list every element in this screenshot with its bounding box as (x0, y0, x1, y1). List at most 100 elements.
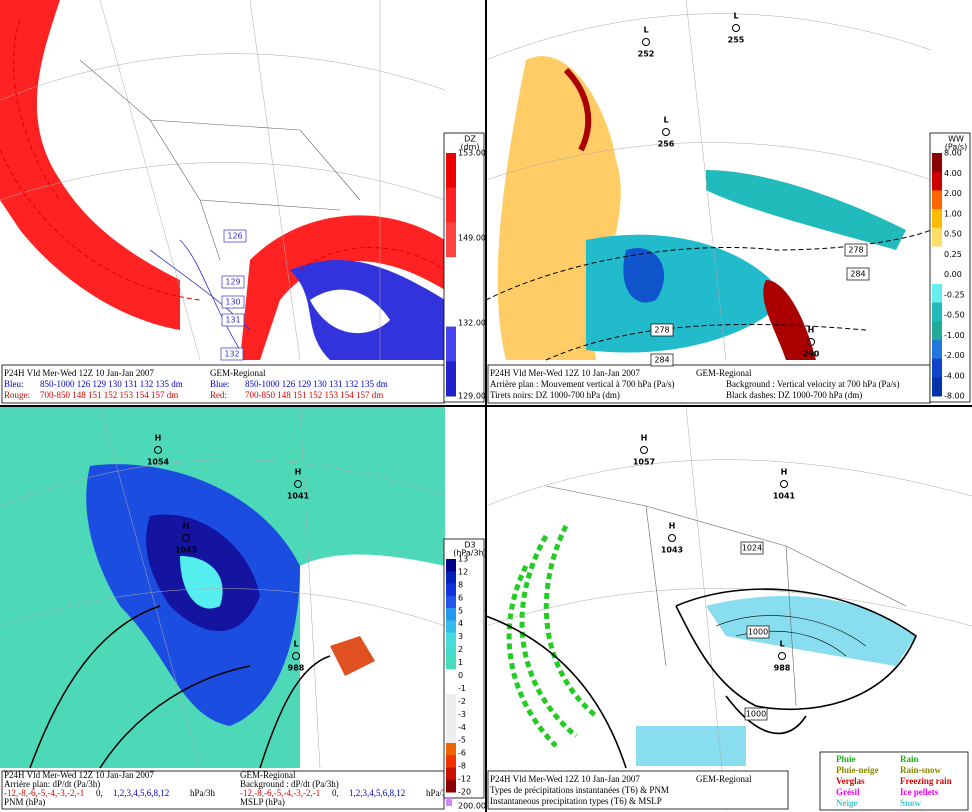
legend-swatch (932, 302, 942, 322)
center-marker (780, 480, 788, 488)
legend-label: Ice pellets (900, 787, 939, 797)
contour-label-box (844, 243, 868, 257)
red-region (0, 0, 180, 330)
legend-label: 12 (458, 567, 468, 576)
map-panel-4 (485, 405, 972, 811)
center-symbol: H (808, 326, 815, 335)
contour-label: 278 (848, 246, 863, 255)
caption-text: 0, (332, 788, 339, 798)
caption-text: Bleu: (4, 379, 24, 389)
legend-label: Neige (836, 798, 858, 808)
legend-label: -3 (458, 710, 466, 719)
red-core (763, 280, 816, 360)
center-marker (154, 446, 162, 454)
orange-region (330, 636, 375, 676)
borders (79, 59, 361, 261)
legend-label: 5 (458, 606, 463, 615)
legend-label: -2.00 (944, 351, 965, 360)
legend-swatch (446, 595, 456, 609)
legend-title: (Pa/s) (945, 143, 967, 152)
legend-swatch (446, 644, 456, 658)
contour-label: 1000 (746, 710, 766, 719)
caption-text: P24H Vld Mer-Wed 12Z 10 Jan-Jan 2007 (490, 774, 640, 784)
center-symbol: L (733, 12, 738, 21)
caption-text: GEM-Regional (240, 770, 296, 780)
contour-label: 130 (225, 298, 240, 307)
panel-3: P24H Vld Mer-Wed 12Z 10 Jan-Jan 2007 GEM-… (1, 434, 487, 811)
legend-swatch (932, 190, 942, 210)
center-value: 1043 (175, 546, 197, 555)
legend-title: D3 (464, 541, 475, 550)
caption-text: Red: (210, 390, 227, 400)
legend-label: 0 (458, 671, 463, 680)
center-marker (294, 480, 302, 488)
legend-label: Grésil (836, 787, 860, 797)
center-marker (732, 24, 740, 32)
center-value: 988 (774, 664, 791, 673)
legend-swatch (932, 339, 942, 360)
caption-text: 1,2,3,4,5,6,8,12 (113, 788, 169, 798)
white-region (310, 289, 390, 334)
caption-text: 1,2,3,4,5,6,8,12 (349, 788, 405, 798)
center-value: 1054 (147, 458, 170, 467)
legend-swatch (932, 246, 942, 266)
center-value: 1041 (773, 492, 796, 501)
legend-swatch (446, 706, 456, 719)
caption-text: hPa/3h (190, 788, 216, 798)
caption-text: 850-1000 126 129 130 131 132 135 dm (40, 379, 183, 389)
legend-label: 1 (458, 658, 463, 667)
caption-text: P24H Vld Mer-Wed 12Z 10 Jan-Jan 2007 (490, 368, 640, 378)
legend-label: 153.00 (458, 149, 486, 158)
legend-label: -0.25 (944, 290, 965, 299)
caption-text: Background : Vertical velocity at 700 hP… (726, 379, 900, 389)
legend-swatch (446, 222, 456, 258)
legend-swatch (932, 377, 942, 397)
dashed-contours (485, 229, 932, 361)
center-value: 252 (638, 50, 655, 59)
caption-text: Arrière plan: dP/dt (Pa/3h) (4, 779, 100, 789)
legend-swatch (932, 283, 942, 304)
center-value: 290 (803, 350, 820, 359)
graticule (485, 0, 932, 361)
center-symbol: H (641, 434, 648, 443)
legend-swatch (932, 153, 942, 173)
caption-text: GEM-Regional (696, 368, 752, 378)
legend-label: -8 (458, 762, 466, 771)
caption-text: 850-1000 126 129 130 131 132 135 dm (245, 379, 388, 389)
legend-title: DZ (464, 135, 476, 144)
legend-label: 8.00 (944, 149, 962, 158)
center-marker (640, 446, 648, 454)
legend-label: -2 (458, 697, 466, 706)
contour-label-box (221, 275, 245, 289)
contour-label: 132 (224, 350, 239, 359)
contour-label-box (746, 625, 770, 639)
legend-swatch (932, 227, 942, 247)
legend-label: -5 (458, 736, 466, 745)
contour-label-box (650, 353, 674, 367)
legend-swatch (446, 291, 456, 328)
legend-label: Pluie-neige (836, 765, 879, 775)
caption-text: GEM-Regional (210, 368, 266, 378)
legend-label: 200.00 (458, 802, 486, 811)
legend-title: WW (948, 135, 964, 144)
legend-label: -6 (458, 749, 466, 758)
red-band (563, 67, 592, 152)
legend-label: -20 (458, 788, 471, 797)
caption-text: -12,-8,-6,-5,-4,-3,-2,-1 (4, 788, 84, 798)
borders (545, 485, 907, 707)
legend-swatch (446, 187, 456, 223)
caption-text: 0, (96, 788, 103, 798)
map-panel-1 (0, 0, 446, 361)
contour-label-box (650, 323, 674, 337)
center-symbol: L (779, 640, 784, 649)
legend-label: 0.00 (944, 270, 962, 279)
legend-swatch (446, 755, 456, 768)
legend-label: 4.00 (944, 169, 962, 178)
legend-swatch (446, 730, 456, 744)
legend-label: -1 (458, 684, 466, 693)
legend-label: 3 (458, 632, 463, 641)
contour-label-box (220, 347, 244, 361)
center-symbol: H (183, 522, 190, 531)
legend-swatch (446, 669, 456, 683)
legend-label: -1.00 (944, 331, 965, 340)
